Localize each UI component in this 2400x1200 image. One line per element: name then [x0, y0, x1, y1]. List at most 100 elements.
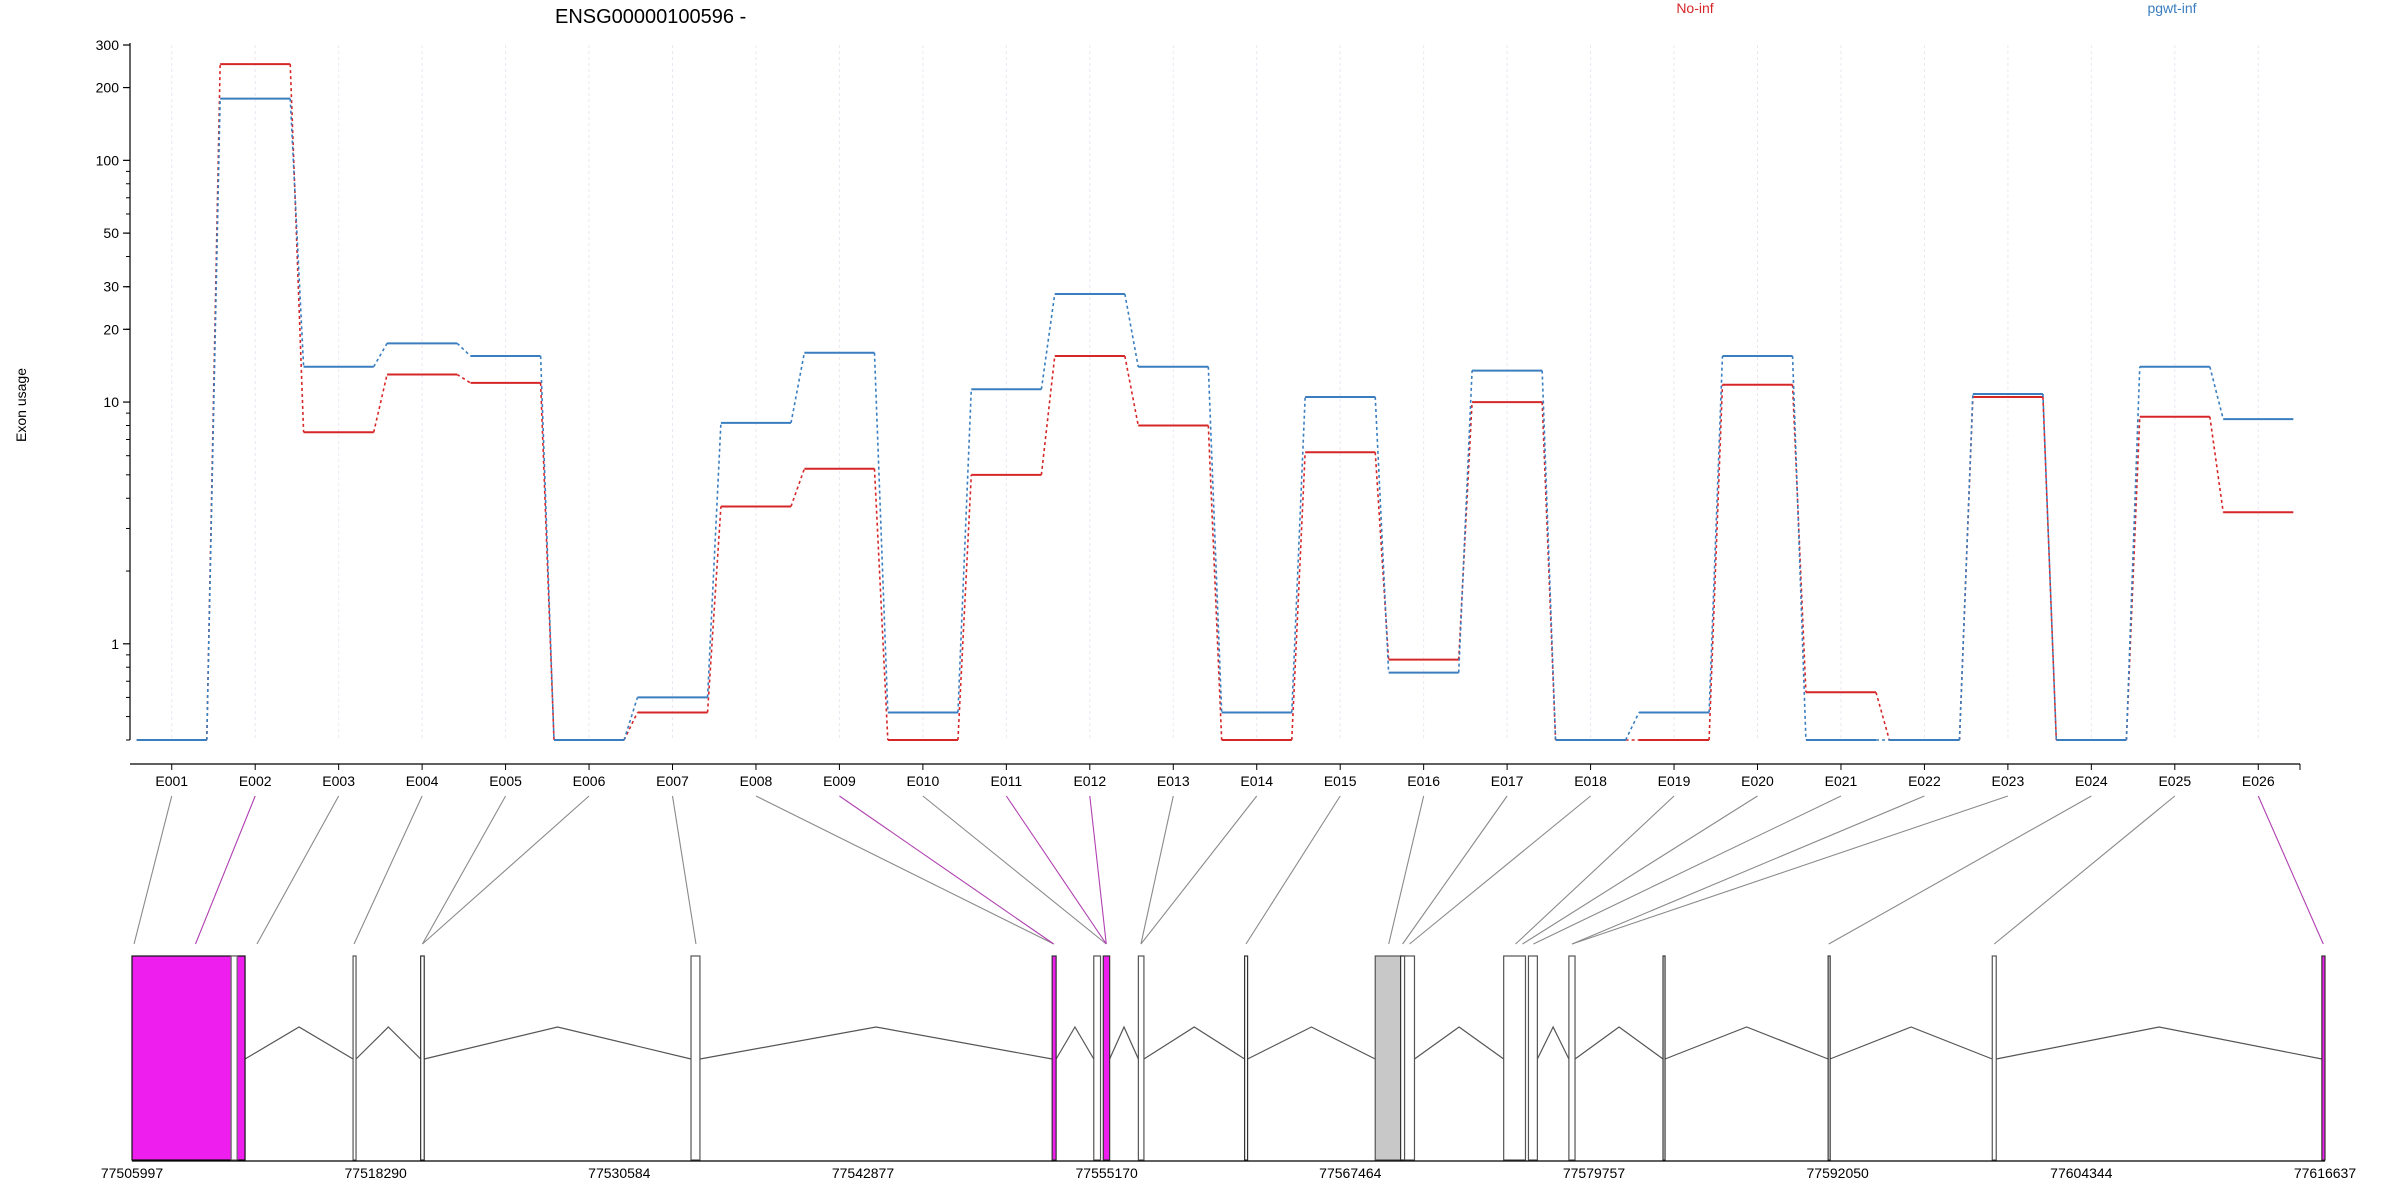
x-tick-label-E025: E025	[2158, 773, 2191, 789]
x-tick-label-E010: E010	[907, 773, 940, 789]
connector-E011	[1040, 355, 1056, 475]
link-line-E012	[1089, 795, 1107, 945]
intron-line	[1829, 1026, 1993, 1060]
link-line-E026	[2257, 795, 2324, 945]
series-pgwt-inf	[136, 97, 2294, 741]
connector-E008	[790, 468, 806, 507]
connector-E004	[456, 373, 471, 384]
genomic-tick-label: 77505997	[101, 1165, 164, 1181]
link-line-E020	[1522, 795, 1758, 945]
x-tick-label-E015: E015	[1324, 773, 1357, 789]
connector-E012	[1124, 293, 1140, 367]
connector-E019	[1708, 384, 1724, 741]
x-tick-label-E005: E005	[489, 773, 522, 789]
link-line-E015	[1245, 795, 1341, 945]
x-tick-label-E026: E026	[2242, 773, 2275, 789]
connector-E014	[1290, 396, 1306, 713]
connector-E001	[205, 98, 221, 741]
connector-E011	[1040, 293, 1056, 390]
connector-E016	[1457, 370, 1473, 673]
genomic-tick-label: 77542877	[832, 1165, 895, 1181]
connector-E017	[1541, 370, 1557, 741]
exon-link-lines	[133, 795, 2324, 945]
connector-E004	[456, 342, 472, 357]
connector-E021	[1875, 692, 1891, 741]
intron-line	[1996, 1026, 2323, 1060]
connector-E016	[1457, 402, 1473, 660]
connector-E014	[1290, 452, 1306, 741]
genomic-tick-label: 77616637	[2294, 1165, 2357, 1181]
connector-E018	[1624, 712, 1640, 741]
connector-E002	[289, 64, 305, 433]
intron-line	[1414, 1026, 1505, 1060]
connector-E015	[1374, 396, 1390, 673]
series-lines	[136, 63, 2294, 741]
intron-line	[355, 1026, 422, 1060]
genomic-tick-label: 77518290	[345, 1165, 408, 1181]
exon-box	[690, 955, 701, 1161]
exon-box	[1093, 955, 1102, 1161]
connector-E003	[372, 374, 388, 433]
genomic-tick-label: 77567464	[1319, 1165, 1382, 1181]
connector-E002	[289, 98, 305, 367]
link-line-E003	[256, 795, 340, 945]
x-tick-label-E022: E022	[1908, 773, 1941, 789]
link-line-E013	[1140, 795, 1174, 945]
connector-E005	[539, 356, 555, 741]
x-tick-label-E024: E024	[2075, 773, 2108, 789]
legend-label-No-inf: No-inf	[1676, 0, 1713, 16]
intron-line	[244, 1026, 354, 1060]
intron-line	[1536, 1025, 1570, 1060]
exon-box	[1102, 955, 1111, 1161]
exon-box	[1503, 955, 1527, 1161]
connector-E006	[623, 712, 639, 741]
exon-box	[1051, 955, 1057, 1161]
connector-E003	[373, 342, 388, 368]
y-axis: 1 10 20 30 50 100 200 300	[96, 37, 131, 741]
link-line-E001	[133, 795, 173, 945]
connector-E023	[2042, 393, 2058, 741]
y-tick-label: 300	[96, 37, 120, 53]
exon-box	[1568, 955, 1576, 1161]
connector-E022	[1958, 396, 1974, 741]
x-tick-label-E017: E017	[1491, 773, 1524, 789]
genomic-coordinate-axis: 77505997 77518290 77530584 77542877 77555170…	[101, 1160, 2357, 1181]
y-tick-label: 10	[103, 394, 119, 410]
connector-E019	[1708, 356, 1724, 713]
link-line-E007	[671, 795, 697, 945]
exon-box	[1403, 955, 1416, 1161]
x-tick-label-E019: E019	[1658, 773, 1691, 789]
link-line-E005	[421, 795, 507, 945]
exon-box	[1374, 955, 1404, 1161]
connector-E006	[623, 697, 639, 741]
y-tick-label: 200	[96, 80, 120, 96]
exon-box	[1827, 955, 1831, 1161]
exon-box	[1527, 955, 1538, 1161]
genomic-tick-label: 77555170	[1076, 1165, 1139, 1181]
x-tick-label-E021: E021	[1825, 773, 1858, 789]
connector-E009	[873, 468, 889, 741]
genomic-tick-label: 77604344	[2050, 1165, 2113, 1181]
link-line-E019	[1515, 795, 1675, 945]
connector-E024	[2125, 366, 2141, 741]
link-line-E016	[1388, 795, 1425, 945]
gene-model	[131, 955, 2326, 1161]
exon-box	[1137, 955, 1145, 1161]
connector-E007	[706, 422, 722, 698]
link-line-E021	[1533, 795, 1842, 945]
legend: No-inf pgwt-inf	[1676, 0, 2196, 16]
link-line-E010	[922, 795, 1107, 945]
x-tick-label-E002: E002	[239, 773, 272, 789]
link-line-E024	[1828, 795, 2092, 945]
exon-box	[1991, 955, 1997, 1161]
link-line-E009	[839, 795, 1055, 945]
connector-E009	[873, 352, 889, 713]
connector-E025	[2209, 366, 2224, 420]
x-tick-label-E009: E009	[823, 773, 856, 789]
x-tick-label-E004: E004	[406, 773, 439, 789]
link-line-E006	[422, 795, 590, 945]
link-line-E002	[194, 795, 256, 945]
intron-line	[699, 1026, 1053, 1060]
connector-E007	[706, 506, 722, 713]
